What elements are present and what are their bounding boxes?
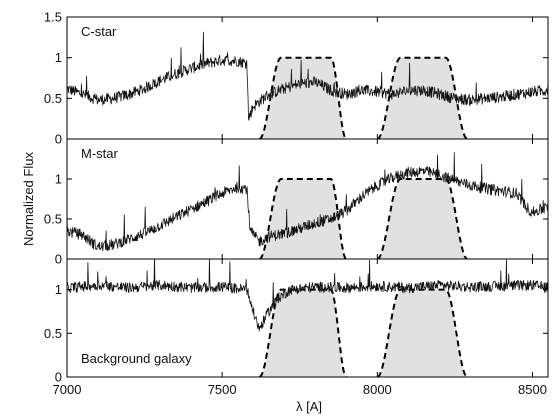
- panel-1-y-tick-label: 0: [55, 132, 62, 147]
- filter-2-transmission-curve: [377, 56, 468, 139]
- panel-2-y-tick-label: 0.5: [44, 212, 62, 227]
- panel-2-y-tick-label: 0: [55, 252, 62, 267]
- filter-1-band-fill: [259, 289, 347, 377]
- panel-3-y-tick-label: 0.5: [44, 326, 62, 341]
- filter-2-transmission-curve: [377, 178, 468, 259]
- panel-2-y-tick-label: 1: [55, 172, 62, 187]
- filter-2-band-fill: [377, 57, 468, 139]
- panel-3-y-tick-label: 1: [55, 282, 62, 297]
- panel-2-spectrum-line: [67, 152, 548, 252]
- panel-2-label: M-star: [81, 146, 119, 161]
- filter-1-transmission-curve: [259, 178, 347, 259]
- filter-1-band-fill: [259, 179, 347, 259]
- panel-3-label: Background galaxy: [81, 351, 192, 366]
- x-axis-label: λ [A]: [296, 399, 322, 414]
- x-tick-label: 8000: [363, 382, 392, 397]
- filter-2-band-fill: [377, 179, 468, 259]
- y-axis-label: Normalized Flux: [21, 152, 36, 246]
- x-tick-label: 7000: [53, 382, 82, 397]
- panel-1-label: C-star: [81, 24, 117, 39]
- filter-1-transmission-curve: [259, 56, 347, 139]
- panel-1-y-tick-label: 1: [55, 50, 62, 65]
- x-tick-label: 7500: [208, 382, 237, 397]
- panel-1-spectrum-line: [67, 31, 548, 121]
- panel-3: 0 0.5 1 Background galaxy: [44, 258, 549, 385]
- panel-1: 0 0.5 1 1.5 C-star: [44, 10, 549, 147]
- panel-2: 0 0.5 1 M-star: [44, 138, 549, 267]
- panel-3-frame: [66, 258, 549, 378]
- panel-1-y-tick-label: 0.5: [44, 91, 62, 106]
- panel-3-spectrum-line: [67, 259, 548, 332]
- panel-1-y-tick-label: 1.5: [44, 10, 62, 25]
- filter-2-transmission-curve: [376, 288, 468, 377]
- panel-3-y-tick-label: 0: [55, 370, 62, 385]
- x-tick-label: 8500: [518, 382, 547, 397]
- filter-2-band-fill: [377, 289, 468, 377]
- filter-1-band-fill: [259, 57, 347, 139]
